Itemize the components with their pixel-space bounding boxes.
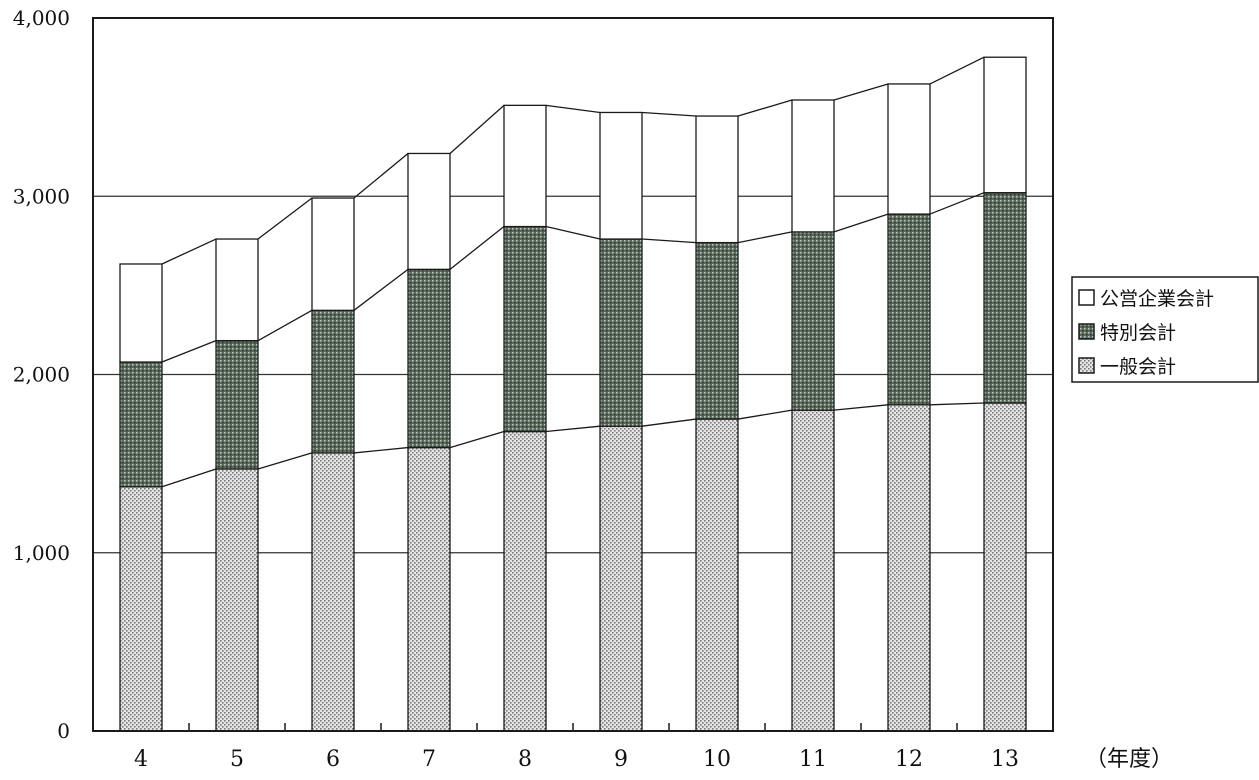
bar-segment — [503, 430, 547, 732]
x-axis-unit-label: （年度） — [1085, 747, 1173, 772]
bar-segment — [311, 452, 355, 732]
bar-segment — [887, 213, 931, 406]
y-tick-label: 2,000 — [13, 363, 70, 387]
bar-segment — [503, 225, 547, 433]
legend-swatch — [1078, 323, 1095, 340]
bar-segment — [215, 238, 259, 342]
bar-segment — [407, 268, 451, 449]
series-connector — [257, 197, 313, 240]
bar-segment — [695, 418, 739, 732]
bar-segment — [407, 152, 451, 270]
series-connector — [545, 104, 601, 114]
bar-segment — [695, 241, 739, 420]
series-connector — [353, 446, 409, 454]
bar-segment — [983, 56, 1027, 194]
x-tick-label: 6 — [326, 747, 340, 772]
x-tick-label: 13 — [991, 747, 1019, 772]
bar-segment — [695, 115, 739, 244]
series-connector — [545, 425, 601, 433]
bar-segment — [599, 425, 643, 732]
series-connector — [449, 104, 505, 154]
series-connector-lines — [161, 56, 985, 488]
legend-swatch — [1078, 357, 1095, 374]
series-connector — [737, 231, 793, 244]
series-connector — [833, 213, 889, 233]
bar-segment — [599, 238, 643, 427]
series-connector — [257, 309, 313, 342]
x-tick-label: 4 — [134, 747, 148, 772]
series-connector — [353, 268, 409, 311]
legend-label: 特別会計 — [1100, 322, 1176, 344]
series-connector — [161, 340, 217, 363]
series-connector — [353, 152, 409, 199]
legend-swatch — [1078, 289, 1095, 306]
legend-frame — [1071, 276, 1259, 383]
series-connector — [929, 192, 985, 215]
bar-segment — [119, 361, 163, 488]
y-axis-ticks: 0 1,000 2,000 3,000 4,000 — [13, 6, 70, 743]
bar-segment — [791, 231, 835, 411]
series-connector — [737, 99, 793, 117]
series-connector — [257, 452, 313, 470]
plot-area-frame — [92, 17, 1054, 732]
x-tick-label: 9 — [614, 747, 628, 772]
bar-segment — [599, 111, 643, 240]
series-connector — [449, 226, 505, 270]
series-connector — [833, 404, 889, 411]
bar-segment — [311, 197, 355, 311]
series-connector — [641, 111, 697, 117]
y-tick-label: 1,000 — [13, 541, 70, 565]
series-connector — [161, 238, 217, 265]
bar-segment — [311, 309, 355, 454]
series-connector — [449, 430, 505, 449]
y-tick-label: 3,000 — [13, 184, 70, 208]
x-tick-label: 11 — [799, 747, 827, 772]
legend-label: 公営企業会計 — [1100, 288, 1214, 310]
bar-segment — [215, 339, 259, 470]
x-tick-label: 5 — [230, 747, 244, 772]
y-tick-label: 4,000 — [13, 6, 70, 30]
bar-segment — [119, 486, 163, 732]
series-connector — [161, 468, 217, 488]
bar-segment — [503, 104, 547, 228]
bar-segment — [791, 99, 835, 233]
y-tick-label: 0 — [57, 719, 70, 743]
bar-segment — [887, 83, 931, 215]
bar-segment — [119, 263, 163, 363]
x-axis-ticks: 4 5 6 7 8 9 10 11 12 13 — [134, 723, 1019, 772]
series-connector — [929, 402, 985, 406]
series-connector — [641, 238, 697, 244]
bars — [119, 56, 1027, 732]
series-connector — [641, 418, 697, 427]
bar-segment — [983, 402, 1027, 732]
bar-segment — [407, 446, 451, 732]
series-connector — [929, 56, 985, 85]
series-connector — [737, 409, 793, 420]
bar-segment — [887, 404, 931, 732]
bar-segment — [791, 409, 835, 732]
bar-segment — [215, 468, 259, 732]
x-tick-label: 12 — [895, 747, 923, 772]
x-tick-label: 7 — [422, 747, 436, 772]
series-connector — [545, 225, 601, 240]
x-tick-label: 8 — [518, 747, 532, 772]
series-connector — [833, 83, 889, 101]
bar-segment — [983, 192, 1027, 404]
x-tick-label: 10 — [703, 747, 731, 772]
legend-label: 一般会計 — [1100, 356, 1176, 378]
